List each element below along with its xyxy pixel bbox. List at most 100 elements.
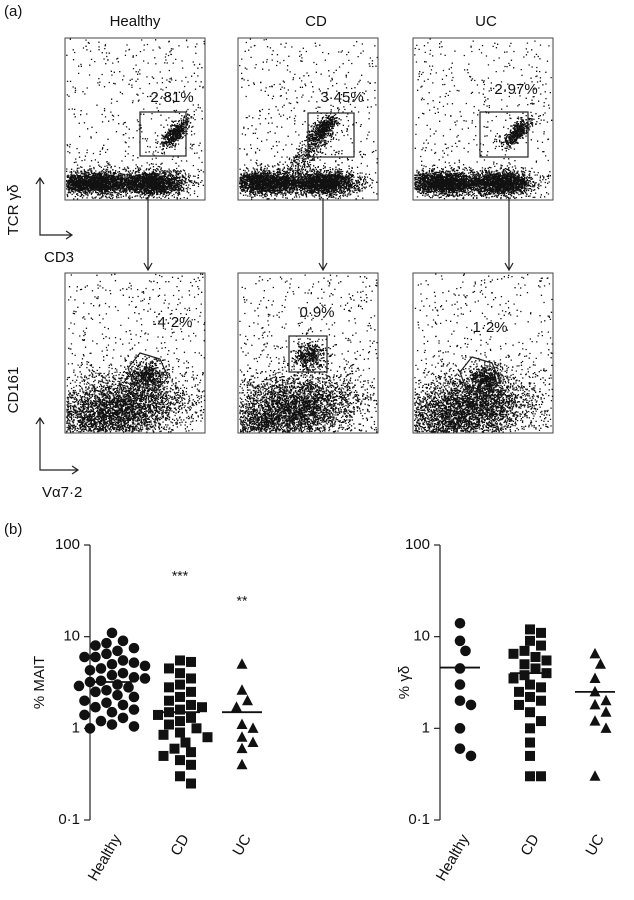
y-tick-label: 10 bbox=[63, 628, 80, 645]
data-point bbox=[536, 640, 546, 651]
data-point bbox=[158, 729, 169, 740]
data-point bbox=[128, 704, 140, 715]
data-point bbox=[186, 656, 196, 667]
data-point bbox=[589, 698, 601, 710]
data-point bbox=[175, 668, 185, 679]
data-point bbox=[128, 721, 140, 732]
data-point bbox=[101, 684, 112, 696]
data-point bbox=[175, 727, 185, 738]
data-point bbox=[514, 699, 524, 710]
data-point bbox=[454, 723, 466, 734]
data-point bbox=[525, 771, 535, 782]
data-point bbox=[73, 680, 85, 692]
data-point bbox=[117, 712, 129, 724]
data-point bbox=[84, 664, 96, 676]
data-point bbox=[128, 672, 140, 683]
data-point bbox=[236, 718, 248, 730]
gate bbox=[307, 112, 355, 158]
data-point bbox=[164, 719, 174, 730]
data-point bbox=[454, 617, 466, 629]
data-point bbox=[158, 750, 169, 761]
data-point bbox=[90, 651, 101, 663]
data-point bbox=[536, 771, 546, 782]
data-point bbox=[112, 689, 123, 701]
data-point bbox=[106, 658, 118, 670]
data-point bbox=[595, 658, 606, 669]
data-point bbox=[186, 699, 196, 710]
axis-indicator bbox=[35, 176, 74, 240]
x-tick-label: Healthy bbox=[433, 831, 473, 884]
y-tick-label: 1 bbox=[422, 719, 430, 736]
data-point bbox=[236, 684, 248, 695]
flow-events bbox=[66, 273, 206, 433]
gate bbox=[127, 352, 169, 392]
data-point bbox=[536, 716, 546, 727]
data-point bbox=[175, 704, 185, 715]
data-point bbox=[186, 712, 196, 723]
gate-percent: 1·2% bbox=[472, 319, 507, 336]
data-point bbox=[454, 743, 466, 754]
data-point bbox=[236, 742, 248, 754]
y-axis-label: % γδ bbox=[396, 666, 413, 699]
x-tick-label: CD bbox=[167, 831, 193, 858]
axis-label: Vα7·2 bbox=[42, 484, 82, 501]
data-point bbox=[236, 731, 248, 742]
data-point bbox=[589, 715, 601, 726]
data-point bbox=[589, 770, 601, 781]
data-point bbox=[519, 670, 530, 681]
panel-label: (b) bbox=[4, 521, 22, 538]
data-point bbox=[600, 706, 612, 717]
data-point bbox=[186, 686, 196, 697]
data-point bbox=[600, 694, 612, 706]
data-point bbox=[169, 743, 180, 754]
y-tick-label: 100 bbox=[405, 536, 430, 553]
data-point bbox=[95, 675, 107, 687]
significance: ** bbox=[237, 593, 248, 609]
data-point bbox=[236, 658, 248, 669]
x-tick-label: UC bbox=[229, 831, 255, 858]
data-point bbox=[164, 682, 174, 693]
data-point bbox=[536, 695, 546, 706]
gate bbox=[459, 356, 501, 396]
y-tick-label: 10 bbox=[413, 628, 430, 645]
data-point bbox=[236, 758, 248, 770]
data-point bbox=[186, 778, 196, 789]
data-point bbox=[525, 707, 535, 718]
data-point bbox=[90, 686, 101, 698]
data-point bbox=[128, 642, 140, 654]
data-point bbox=[175, 679, 185, 690]
data-point bbox=[186, 673, 196, 684]
data-point bbox=[460, 645, 471, 657]
data-point bbox=[139, 673, 151, 684]
data-point bbox=[101, 648, 112, 660]
data-point bbox=[79, 651, 90, 663]
data-point bbox=[519, 645, 530, 656]
y-axis-label: % MAIT bbox=[31, 656, 48, 709]
data-point bbox=[175, 716, 185, 727]
data-point bbox=[202, 732, 213, 743]
data-point bbox=[454, 635, 466, 647]
gate-percent: 3·45% bbox=[320, 89, 363, 106]
data-point bbox=[175, 771, 185, 782]
data-point bbox=[101, 637, 112, 649]
data-point bbox=[95, 715, 107, 727]
data-point bbox=[465, 699, 477, 711]
gate bbox=[288, 335, 328, 373]
data-point bbox=[175, 655, 185, 666]
axis-label: CD161 bbox=[5, 367, 22, 414]
data-point bbox=[525, 679, 535, 690]
data-point bbox=[186, 747, 196, 758]
flow-events bbox=[239, 274, 378, 433]
data-point bbox=[95, 663, 107, 674]
data-point bbox=[128, 657, 140, 668]
y-tick-label: 100 bbox=[55, 536, 80, 553]
data-point bbox=[525, 750, 535, 761]
data-point bbox=[175, 755, 185, 766]
data-point bbox=[175, 691, 185, 702]
data-point bbox=[139, 660, 151, 672]
data-point bbox=[525, 723, 535, 734]
data-point bbox=[117, 699, 129, 711]
data-point bbox=[530, 663, 541, 674]
column-header: UC bbox=[475, 13, 497, 30]
